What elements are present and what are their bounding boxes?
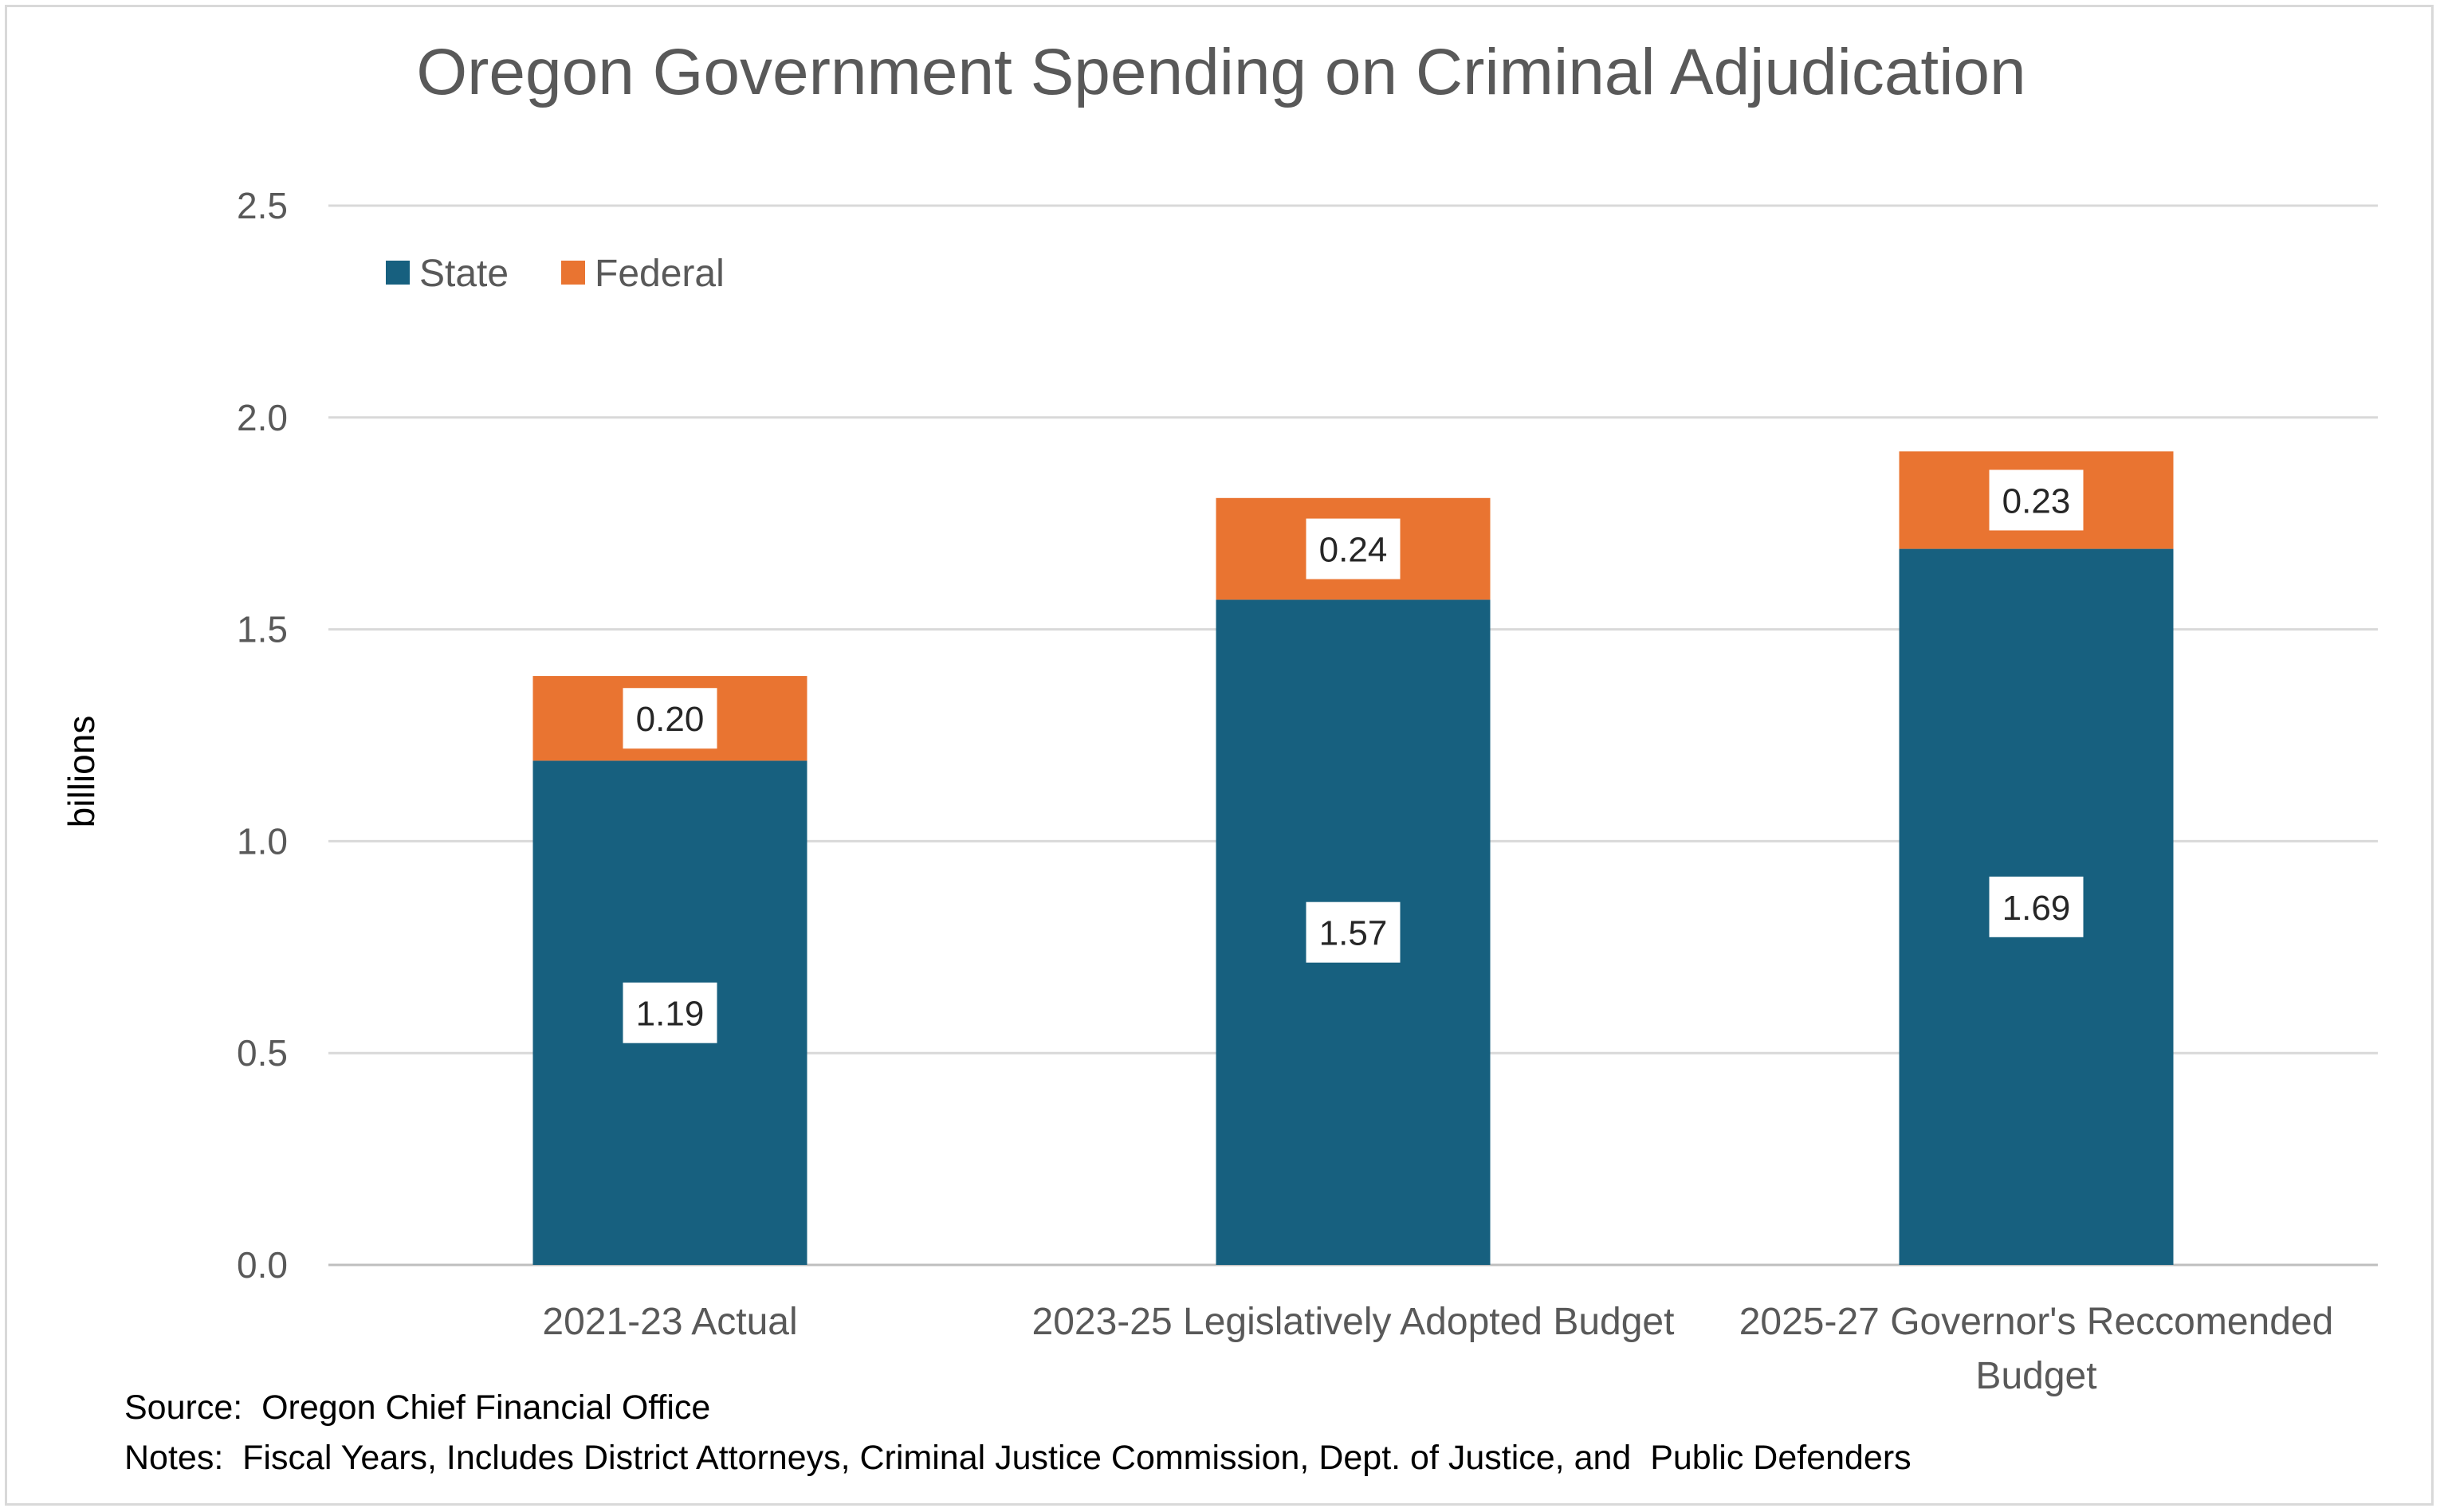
data-label: 1.19 — [636, 995, 705, 1034]
y-tick-label: 1.5 — [237, 609, 288, 650]
y-tick-label: 0.5 — [237, 1032, 288, 1074]
data-label: 1.57 — [1319, 914, 1388, 953]
data-label: 0.23 — [2002, 481, 2071, 520]
data-labels: 1.19 0.20 1.57 0.24 1.69 0.23 — [623, 469, 2084, 1043]
y-axis-ticks: 0.0 0.5 1.0 1.5 2.0 2.5 — [237, 185, 288, 1286]
data-label-box — [623, 688, 717, 749]
data-label-box — [623, 982, 717, 1043]
y-tick-label: 0.0 — [237, 1244, 288, 1286]
data-label: 0.24 — [1319, 531, 1388, 570]
data-label-box — [1306, 901, 1401, 963]
legend-swatch-state — [386, 261, 410, 285]
data-label: 0.20 — [636, 700, 705, 739]
x-tick-label: Budget — [1975, 1355, 2096, 1397]
notes-text: Notes: Fiscal Years, Includes District A… — [124, 1439, 1912, 1477]
legend-label-state: State — [419, 253, 509, 295]
x-tick-label: 2023-25 Legislatively Adopted Budget — [1032, 1301, 1675, 1343]
bars — [532, 451, 2174, 1265]
y-axis-label: billions — [61, 716, 102, 828]
y-tick-label: 2.5 — [237, 185, 288, 226]
data-label: 1.69 — [2002, 889, 2071, 928]
data-label-box — [1306, 518, 1401, 579]
legend: State Federal — [386, 253, 725, 295]
y-tick-label: 2.0 — [237, 397, 288, 438]
source-note: Source: Oregon Chief Financial Office — [124, 1388, 711, 1427]
chart-title: Oregon Government Spending on Criminal A… — [416, 36, 2025, 108]
x-axis-ticks: 2021-23 Actual 2023-25 Legislatively Adop… — [542, 1301, 2333, 1397]
y-tick-label: 1.0 — [237, 820, 288, 862]
legend-swatch-federal — [561, 261, 585, 285]
data-label-box — [1989, 469, 2084, 531]
x-tick-label: 2025-27 Governor's Reccomended — [1739, 1301, 2334, 1343]
data-label-box — [1989, 876, 2084, 937]
legend-label-federal: Federal — [595, 253, 725, 295]
x-tick-label: 2021-23 Actual — [542, 1301, 797, 1343]
